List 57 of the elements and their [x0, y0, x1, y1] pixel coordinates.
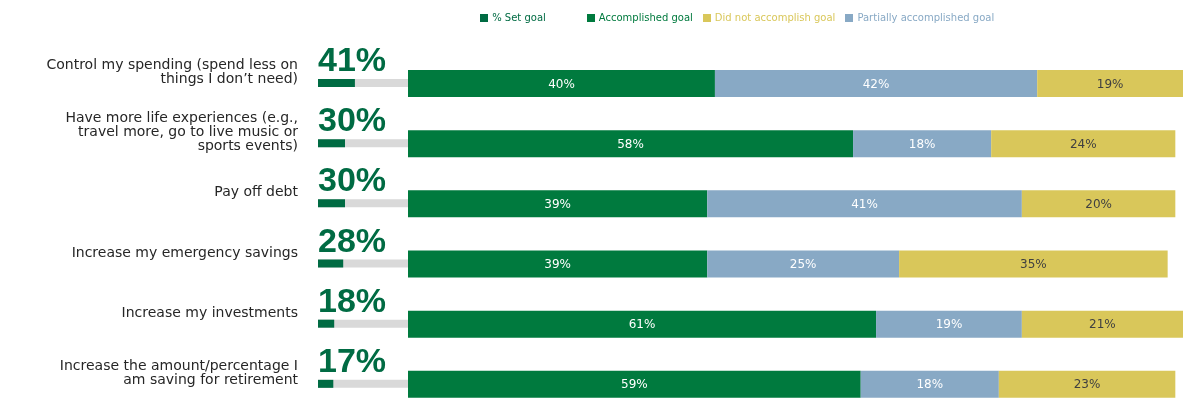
bar	[408, 190, 708, 218]
bar	[318, 379, 334, 388]
bar	[860, 370, 999, 398]
y-tick-label: Increase the amount/percentage I am saving for retirement	[59, 356, 299, 387]
data-label: 39%	[544, 257, 571, 271]
data-label: 18%	[908, 136, 936, 151]
data-label: 18%	[916, 377, 944, 392]
bar	[991, 130, 1176, 158]
data-label: 41%	[851, 196, 878, 211]
legend-label: Did not accomplish goal	[714, 12, 836, 23]
data-label: 18%	[318, 280, 387, 319]
data-label: 28%	[318, 220, 387, 259]
bar	[707, 250, 900, 278]
bar	[714, 70, 1038, 97]
data-label: 30%	[318, 160, 387, 199]
bar	[1037, 70, 1183, 97]
data-label: 23%	[1073, 377, 1101, 392]
y-tick-label: Control my spending (spend less on things I don’t need)	[46, 56, 298, 87]
data-label: 42%	[862, 76, 890, 91]
bar	[899, 250, 1168, 278]
bar	[408, 70, 715, 97]
bar	[998, 370, 1176, 398]
bar	[853, 130, 992, 158]
y-tick-label: Pay off debt	[214, 183, 299, 200]
bar	[1021, 190, 1176, 218]
legend-label: % Set goal	[492, 12, 546, 23]
legend-label: Accomplished goal	[598, 12, 693, 23]
data-label: 35%	[1020, 257, 1047, 271]
bar	[318, 259, 344, 268]
data-label: 40%	[548, 76, 575, 91]
bar	[318, 319, 335, 328]
data-label: 17%	[318, 340, 387, 379]
data-label: 58%	[617, 136, 644, 151]
bar	[1021, 310, 1183, 338]
y-tick-label: Have more life experiences (e.g., travel more, go to live music or sports events)	[65, 109, 299, 154]
data-label: 24%	[1069, 136, 1097, 151]
legend-label: Partially accomplished goal	[857, 12, 995, 23]
y-tick-label: Increase my emergency savings	[71, 243, 298, 260]
bar	[408, 250, 708, 278]
y-tick-label: Increase my investments	[121, 303, 298, 320]
data-label: 61%	[628, 317, 656, 332]
data-label: 30%	[318, 100, 387, 139]
bar	[707, 190, 1022, 218]
bar	[408, 310, 877, 338]
bar	[318, 139, 345, 148]
data-label: 59%	[621, 377, 648, 392]
bar	[318, 199, 345, 208]
data-label: 39%	[544, 196, 571, 211]
bar	[876, 310, 1022, 338]
data-label: 41%	[318, 40, 387, 78]
data-label: 25%	[789, 257, 817, 271]
data-label: 19%	[935, 317, 963, 332]
bar	[408, 370, 861, 398]
data-label: 21%	[1089, 317, 1116, 332]
data-label: 20%	[1085, 196, 1112, 211]
data-label: 19%	[1096, 76, 1124, 91]
bar	[408, 130, 854, 158]
